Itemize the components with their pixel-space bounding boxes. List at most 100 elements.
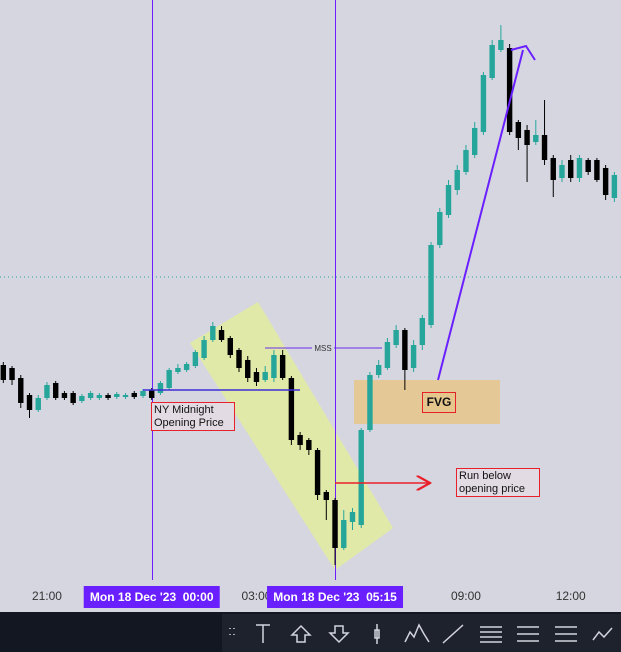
annotation-text: Run below xyxy=(459,470,511,482)
candle-body xyxy=(585,160,591,172)
candle-tool[interactable] xyxy=(374,624,380,644)
candle-body xyxy=(61,393,68,398)
candle-body xyxy=(428,245,434,325)
purple-arrow xyxy=(437,49,524,381)
candle-body xyxy=(437,212,443,245)
arrow-down-tool[interactable] xyxy=(328,625,350,644)
x-tick-label: 12:00 xyxy=(556,589,586,603)
annotation-text: opening price xyxy=(459,483,525,495)
candle-body xyxy=(410,345,417,368)
candle-body xyxy=(384,342,391,368)
candle-body xyxy=(0,365,7,380)
candle-body xyxy=(122,395,129,397)
marker-label: Mon 18 Dec '23 05:15 xyxy=(273,590,397,604)
candle-body xyxy=(393,330,399,345)
candle-body xyxy=(349,512,356,522)
candle-body xyxy=(314,450,321,495)
candle-body xyxy=(568,160,574,178)
candle-body xyxy=(149,390,155,398)
candle-body xyxy=(524,130,530,145)
candle-body xyxy=(611,175,618,198)
ny-midnight-box xyxy=(151,402,235,431)
candle-body xyxy=(18,378,24,403)
candle-body xyxy=(454,170,460,190)
candle-body xyxy=(183,364,190,370)
candle-body xyxy=(541,135,548,160)
candle-body xyxy=(262,372,268,380)
candle-body xyxy=(192,352,199,366)
drag-handle[interactable] xyxy=(229,628,235,635)
candle-body xyxy=(306,440,312,450)
candle-body xyxy=(498,40,504,50)
run-below-box xyxy=(456,468,540,497)
candle-body xyxy=(79,396,85,401)
marker-label-bg xyxy=(83,586,220,608)
candle-body xyxy=(559,165,565,178)
line-tool[interactable] xyxy=(442,624,464,644)
candle-body xyxy=(297,435,303,445)
candle-body xyxy=(105,395,111,398)
candle-body xyxy=(533,135,539,142)
candle-body xyxy=(114,394,120,397)
x-tick-label: 03:00 xyxy=(241,589,271,603)
candle-body xyxy=(35,398,41,410)
levels-tool[interactable] xyxy=(517,626,539,642)
candle-body xyxy=(279,355,286,378)
pattern-tool[interactable] xyxy=(404,623,430,643)
candle-body xyxy=(515,122,522,138)
candles xyxy=(0,25,618,565)
candle-body xyxy=(402,330,408,370)
candle-body xyxy=(594,160,600,180)
mss-label-bg xyxy=(312,343,334,354)
candle-body xyxy=(140,391,146,396)
candle-body xyxy=(9,368,15,380)
candle-body xyxy=(227,338,233,355)
candle-body xyxy=(131,393,137,397)
candle-body xyxy=(44,385,50,398)
marker-label-bg xyxy=(267,586,404,608)
annotation-text: NY Midnight xyxy=(154,404,214,416)
candle-body xyxy=(253,372,260,382)
channels-tool[interactable] xyxy=(555,626,577,642)
mss-label: MSS xyxy=(314,344,331,353)
candle-body xyxy=(463,150,469,172)
trend-tool[interactable] xyxy=(592,627,613,641)
candle-body xyxy=(87,393,94,398)
drawing-toolbar xyxy=(222,614,621,652)
candle-body xyxy=(506,48,513,132)
candle-body xyxy=(210,326,216,340)
candle-body xyxy=(375,365,382,375)
fvg-box xyxy=(422,392,456,413)
candle-body xyxy=(96,395,103,398)
candle-body xyxy=(419,318,426,345)
fib-tool[interactable] xyxy=(480,626,502,643)
purple-arrow-head xyxy=(510,44,536,61)
annotation-text: FVG xyxy=(427,395,452,409)
candle-body xyxy=(445,185,452,215)
candle-body xyxy=(358,430,364,525)
candle-body xyxy=(323,492,330,500)
x-axis: 21:00 03:00 09:00 12:00 Mon 18 Dec '23 00:00… xyxy=(32,586,586,608)
candle-body xyxy=(602,168,609,195)
candle-body xyxy=(26,395,33,410)
candle-body xyxy=(175,368,181,372)
marker-label: Mon 18 Dec '23 00:00 xyxy=(90,590,214,604)
candle-body xyxy=(52,383,59,398)
annotation-text: Opening Price xyxy=(154,417,224,429)
candle-body xyxy=(341,520,347,548)
candle-body xyxy=(271,355,277,378)
candle-body xyxy=(218,330,225,340)
text-tool[interactable] xyxy=(256,624,270,643)
candle-body xyxy=(70,393,76,403)
candle-body xyxy=(157,383,164,393)
candle-body xyxy=(489,45,495,78)
candle-body xyxy=(550,158,556,180)
arrow-up-tool[interactable] xyxy=(290,624,312,643)
x-tick-label: 09:00 xyxy=(451,589,481,603)
candle-body xyxy=(288,378,295,440)
candle-body xyxy=(201,340,207,358)
candle-body xyxy=(480,75,487,132)
candle-body xyxy=(576,158,583,178)
candle-body xyxy=(236,350,242,368)
